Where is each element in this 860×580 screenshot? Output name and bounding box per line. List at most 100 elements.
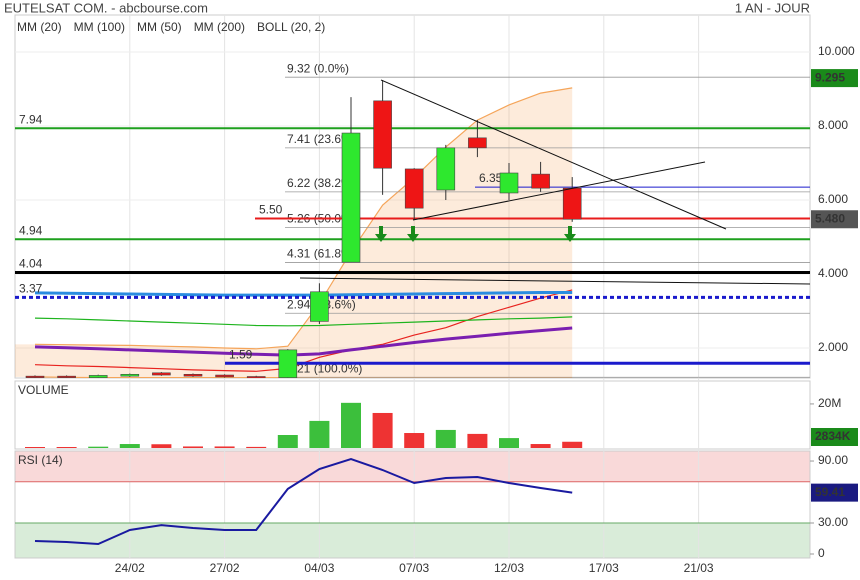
candle-body <box>88 375 108 378</box>
volume-bar <box>183 446 203 448</box>
level-label: 1.59 <box>229 347 253 361</box>
volume-bar <box>435 429 456 448</box>
value-box <box>811 69 858 88</box>
decorations <box>299 79 811 285</box>
level-label: 4.94 <box>19 223 43 237</box>
moving-average <box>34 316 573 327</box>
candle-body <box>499 172 519 194</box>
trendline <box>380 79 727 230</box>
x-tick-label: 04/03 <box>304 561 334 575</box>
y-tick-label: 20M <box>818 396 841 410</box>
candle-body <box>246 376 266 378</box>
y-tick-label: 8.000 <box>818 118 848 132</box>
candle-body <box>215 374 234 378</box>
last-volume-label: 2834K <box>815 429 851 443</box>
candle-body <box>278 349 298 378</box>
last-price-label: 5.480 <box>815 211 845 225</box>
candle-body <box>25 375 45 378</box>
y-tick-label: 2.000 <box>818 340 848 354</box>
fib-label: 7.41 (23.6%) <box>287 132 356 146</box>
candle-body <box>120 373 140 377</box>
price-panel: 9.32 (0.0%)7.41 (23.6%)6.22 (38.2%)5.26 … <box>15 61 810 378</box>
volume-bar <box>404 433 425 448</box>
candle-body <box>373 100 392 169</box>
fib-label: 6.22 (38.2%) <box>287 176 356 190</box>
level-label: 4.04 <box>19 257 43 271</box>
overbought-zone <box>15 451 810 482</box>
x-tick-label: 27/02 <box>210 561 240 575</box>
level-label: 7.94 <box>19 112 43 126</box>
grid <box>15 15 814 558</box>
last-rsi-box <box>811 483 858 502</box>
volume-bar <box>499 438 519 448</box>
value-box-label: 9.295 <box>815 70 845 84</box>
buy-signal <box>564 226 576 242</box>
last-rsi-label: 59.41 <box>815 485 845 499</box>
x-tick-label: 17/03 <box>589 561 619 575</box>
last-price-box <box>811 210 858 229</box>
x-tick-label: 12/03 <box>494 561 524 575</box>
volume-bar <box>56 447 77 449</box>
last-volume-box <box>811 428 858 446</box>
overlays: 24/02 27/02 04/03 07/03 12/03 17/03 21/03 2.000… <box>17 20 858 575</box>
candle-body <box>341 132 361 263</box>
bollinger-upper <box>34 87 573 350</box>
trendline <box>412 161 706 221</box>
x-tick-label: 21/03 <box>684 561 714 575</box>
candle-body <box>404 168 424 209</box>
candle-body <box>436 147 456 191</box>
x-tick-label: 24/02 <box>115 561 145 575</box>
volume-bar <box>530 444 551 448</box>
oversold-zone <box>15 523 810 558</box>
volume-bar <box>341 402 361 448</box>
volume-bar <box>467 433 488 448</box>
volume-bar <box>277 435 298 448</box>
candle-body <box>562 187 582 220</box>
legend-entry: MM (50) <box>137 20 182 34</box>
candle-body <box>531 173 550 189</box>
y-tick-label: 4.000 <box>818 266 848 280</box>
volume-bar <box>372 412 393 448</box>
volume-bar <box>214 446 235 448</box>
volume-bar <box>246 446 267 448</box>
y-tick-label: 90.00 <box>818 453 848 467</box>
y-tick-label: 6.000 <box>818 192 848 206</box>
backgrounds <box>14 14 811 559</box>
candle-body <box>183 373 203 377</box>
level-label: 5.50 <box>259 203 283 217</box>
buy-signal <box>407 226 419 242</box>
fib-label: 9.32 (0.0%) <box>287 61 349 75</box>
panel-title: VOLUME <box>18 383 69 397</box>
panel-title: RSI (14) <box>18 453 63 467</box>
chart-title: EUTELSAT COM. - abcbourse.com <box>4 0 208 15</box>
moving-average <box>34 291 573 297</box>
legend-entry: BOLL (20, 2) <box>257 20 325 34</box>
period: 1 AN - JOUR <box>735 0 810 15</box>
candle-body <box>310 291 329 322</box>
legend-entry: MM (100) <box>74 20 125 34</box>
y-tick-label: 30.00 <box>818 515 848 529</box>
fib-label: 1.21 (100.0%) <box>287 361 362 375</box>
fib-label: 4.31 (61.8%) <box>287 247 356 261</box>
legend-entry: MM (200) <box>194 20 245 34</box>
y-tick-label: 10.000 <box>818 44 855 58</box>
volume-bar <box>25 447 45 449</box>
volume-bar <box>151 444 172 448</box>
volume-bar <box>309 420 330 448</box>
x-tick-label: 07/03 <box>399 561 429 575</box>
legend-entry: MM (20) <box>17 20 62 34</box>
moving-average <box>34 326 573 357</box>
trendline <box>299 277 811 285</box>
level-label: 6.35 <box>479 171 503 185</box>
candle-body <box>57 375 76 378</box>
volume-bar <box>562 441 583 448</box>
level-label: 3.37 <box>19 282 43 296</box>
candle-body <box>468 137 487 149</box>
volume-bar <box>119 444 140 448</box>
candle-body <box>152 372 171 376</box>
volume-bar <box>88 446 109 448</box>
y-tick-label: 0 <box>818 546 825 560</box>
buy-signal <box>375 226 387 242</box>
rsi-line <box>34 457 573 546</box>
